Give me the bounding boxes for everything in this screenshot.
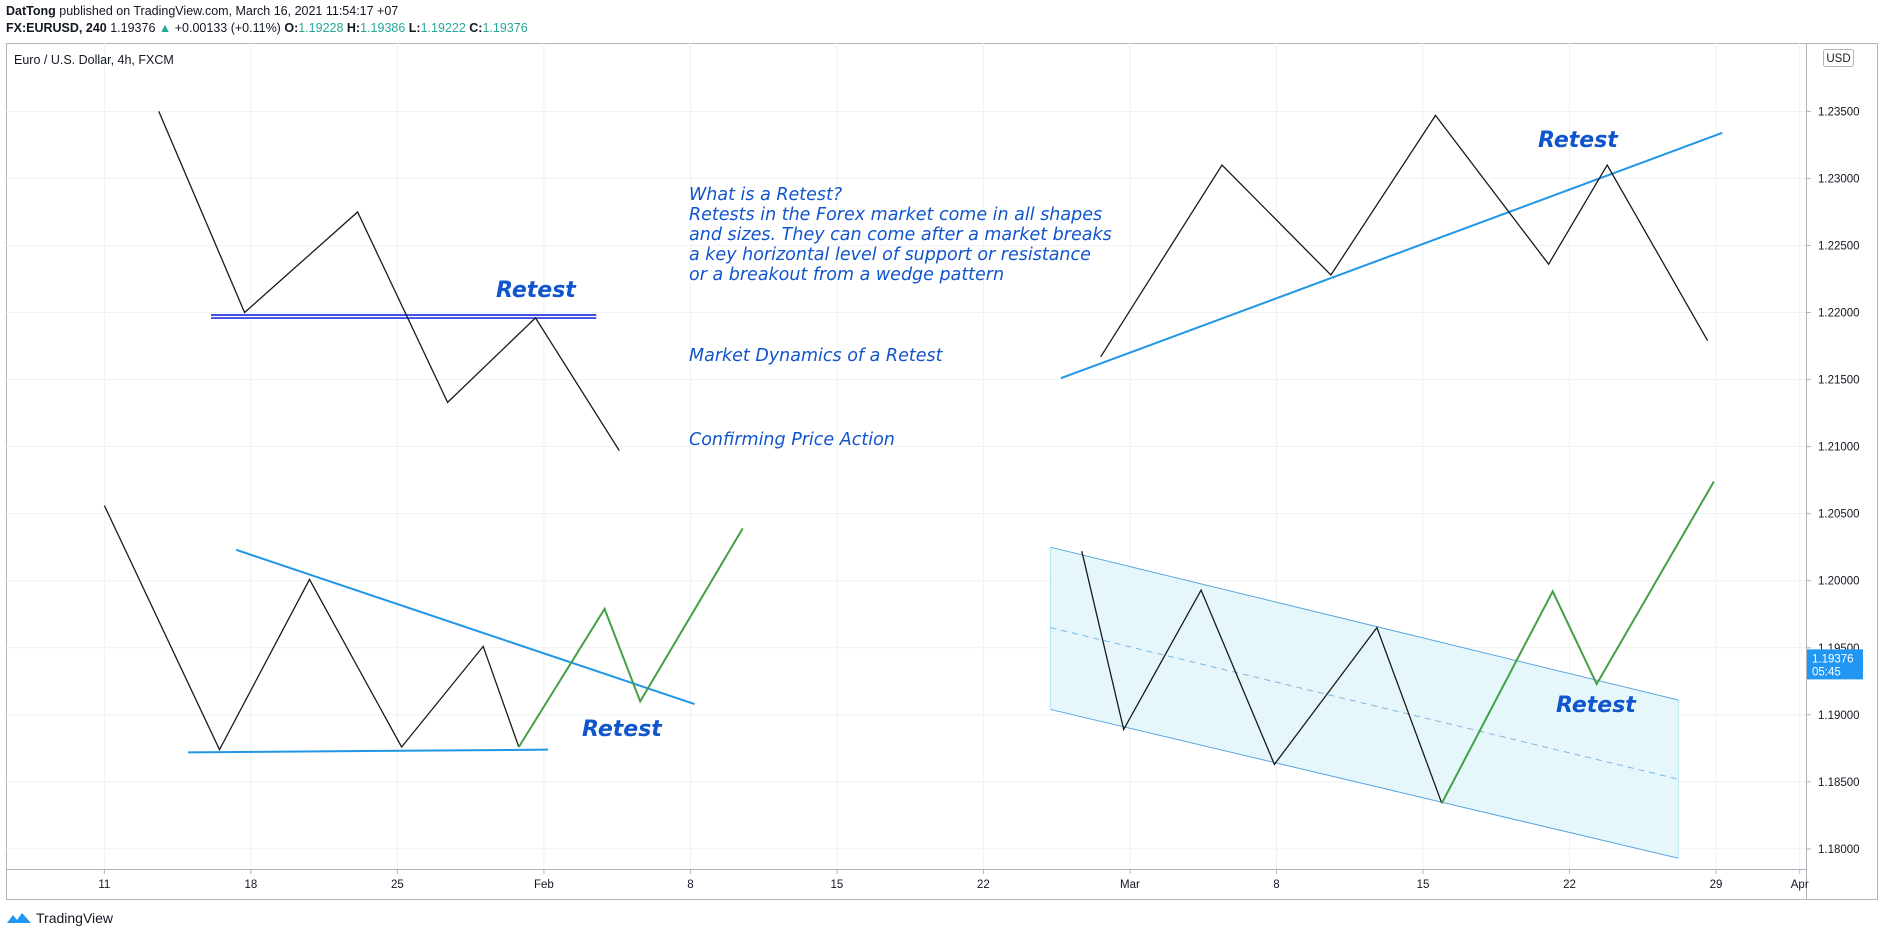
high-label: H: <box>346 21 361 35</box>
change-value: +0.00133 (+0.11%) <box>174 21 281 35</box>
price-tick-label: 1.19000 <box>1818 710 1860 722</box>
retest-label: Retest <box>1538 128 1619 153</box>
time-tick-label: 8 <box>687 879 693 891</box>
retest-label: Retest <box>582 717 663 742</box>
time-tick-label: 29 <box>1710 879 1723 891</box>
trendline <box>235 548 695 706</box>
ohlc-line: FX:EURUSD, 240 1.19376 ▲ +0.00133 (+0.11… <box>6 21 528 35</box>
price-path-green <box>1440 480 1715 804</box>
price-tick-label: 1.18000 <box>1818 844 1860 856</box>
time-tick-label: 11 <box>98 879 110 891</box>
price-tick-label: 1.21500 <box>1818 375 1860 387</box>
publish-date: published on TradingView.com, March 16, … <box>59 4 399 18</box>
tradingview-logo-icon <box>7 913 31 923</box>
time-tick-label: Apr <box>1791 879 1809 891</box>
retest-label: Retest <box>496 278 577 303</box>
price-tick-label: 1.21000 <box>1818 442 1860 454</box>
low-value: 1.19222 <box>420 21 466 35</box>
close-label: C: <box>469 21 483 35</box>
price-tag: 1.19376 05:45 <box>1807 649 1863 680</box>
what-line-1: Retests in the Forex market come in all … <box>689 205 1102 225</box>
time-tick-label: 22 <box>977 879 990 891</box>
time-tick-label: 8 <box>1273 879 1279 891</box>
price-tag-box <box>1807 649 1863 680</box>
publish-info: DatTong published on TradingView.com, Ma… <box>6 4 398 18</box>
channel-midline <box>1050 627 1679 780</box>
what-title: What is a Retest? <box>689 185 842 205</box>
footer-brand[interactable]: TradingView <box>6 910 113 926</box>
time-tick-label: 22 <box>1563 879 1576 891</box>
symbol-label: FX:EURUSD, 240 <box>6 21 107 35</box>
currency-badge-label: USD <box>1826 53 1850 65</box>
price-tick-label: 1.20500 <box>1818 509 1860 521</box>
channel-fill <box>1050 547 1679 859</box>
retest-label: Retest <box>1556 693 1637 718</box>
time-tick-label: 15 <box>1417 879 1430 891</box>
footer-brand-label: TradingView <box>36 910 114 926</box>
low-label: L: <box>408 21 421 35</box>
high-value: 1.19386 <box>360 21 406 35</box>
price-tag-countdown: 05:45 <box>1812 666 1841 678</box>
price-tick-label: 1.18500 <box>1818 777 1860 789</box>
price-paths <box>103 111 1715 804</box>
time-tick-label: 25 <box>391 879 404 891</box>
instrument-title: Euro / U.S. Dollar, 4h, FXCM <box>14 53 174 67</box>
channel-line <box>1050 546 1679 701</box>
annotation-what-is-retest: What is a Retest? Retests in the Forex m… <box>689 185 1112 450</box>
triangle-up-icon: ▲ <box>158 21 172 35</box>
what-line-2: and sizes. They can come after a market … <box>689 225 1112 245</box>
price-path <box>158 111 620 451</box>
time-tick-label: Feb <box>534 879 554 891</box>
confirming-text: Confirming Price Action <box>689 430 895 450</box>
dynamics-text: Market Dynamics of a Retest <box>689 346 944 366</box>
trendline <box>188 748 549 754</box>
price-path <box>1081 551 1443 804</box>
price-tick-label: 1.22000 <box>1818 308 1860 320</box>
grid-lines <box>6 43 1806 869</box>
time-axis[interactable]: 11 18 25 Feb 8 15 22 Mar 8 15 22 29 Apr <box>98 869 1809 891</box>
what-line-3: a key horizontal level of support or res… <box>689 245 1091 265</box>
open-value: 1.19228 <box>298 21 344 35</box>
price-path <box>1100 114 1709 358</box>
price-tick-label: 1.22500 <box>1818 240 1860 252</box>
price-tick-label: 1.20000 <box>1818 576 1860 588</box>
price-tick-label: 1.23000 <box>1818 173 1860 185</box>
price-path-green <box>517 527 744 748</box>
close-value: 1.19376 <box>482 21 528 35</box>
trendline <box>1060 131 1723 380</box>
price-tick-label: 1.23500 <box>1818 106 1860 118</box>
what-line-4: or a breakout from a wedge pattern <box>689 265 1004 285</box>
time-tick-label: Mar <box>1120 879 1140 891</box>
price-path <box>103 505 520 752</box>
time-tick-label: 15 <box>831 879 844 891</box>
currency-badge[interactable] <box>1823 49 1854 67</box>
time-tick-label: 18 <box>244 879 257 891</box>
channel-line <box>1050 708 1679 859</box>
last-price: 1.19376 <box>110 21 156 35</box>
open-label: O: <box>284 21 299 35</box>
author-name[interactable]: DatTong <box>6 4 56 18</box>
price-tag-value: 1.19376 <box>1812 653 1854 665</box>
price-axis[interactable]: 1.23500 1.23000 1.22500 1.22000 1.21500 1.210… <box>1806 106 1860 856</box>
